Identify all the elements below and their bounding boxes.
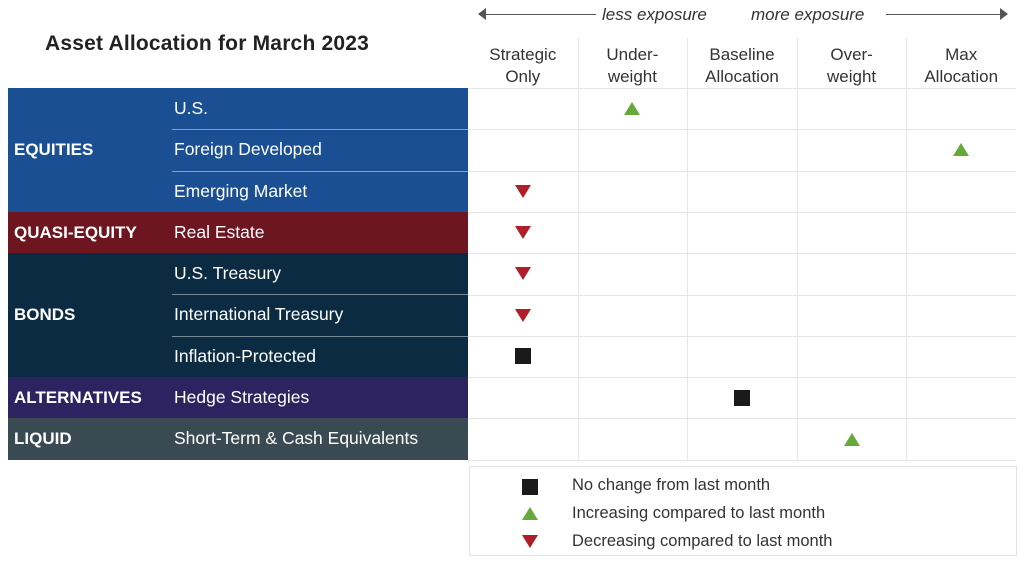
legend-label: Decreasing compared to last month [572, 532, 833, 550]
column-header: Over-weight [797, 44, 907, 88]
grid-vertical-line [796, 38, 798, 460]
asset-class-label: Emerging Market [174, 180, 308, 201]
asset-class-label: Inflation-Protected [174, 345, 317, 366]
legend-item: No change from last month [470, 473, 1016, 501]
legend-item: Decreasing compared to last month [470, 529, 1016, 557]
column-header-line: Max [945, 45, 978, 64]
asset-row-divider [172, 129, 468, 131]
asset-class-label: International Treasury [174, 304, 344, 325]
grid-horizontal-line [468, 129, 1016, 131]
grid-horizontal-line [468, 294, 1016, 296]
column-header: Baseline Allocation [687, 44, 797, 88]
asset-class-label: Hedge Strategies [174, 387, 310, 408]
grid-horizontal-line [468, 377, 1016, 379]
square-icon [514, 348, 531, 365]
asset-group-quasi-equity: QUASI-EQUITY Real Estate [8, 211, 468, 254]
asset-group-label: BONDS [14, 305, 76, 325]
column-header-line: weight [827, 67, 877, 86]
grid-vertical-line [687, 38, 689, 460]
column-header-line: Over- [830, 45, 873, 64]
asset-group-label: QUASI-EQUITY [14, 222, 137, 242]
column-header: Under-weight [577, 44, 687, 88]
triangle-down-icon [514, 267, 531, 281]
asset-group-liquid: LIQUID Short-Term & Cash Equivalents [8, 418, 468, 460]
triangle-down-icon [522, 535, 538, 548]
grid-horizontal-line [468, 170, 1016, 172]
more-exposure-label: more exposure [751, 5, 865, 24]
triangle-down-icon [514, 308, 531, 322]
triangle-up-icon [522, 507, 538, 520]
legend: No change from last month Increasing comp… [469, 466, 1017, 556]
column-header-line: Strategic [489, 45, 557, 64]
column-header-line: Allocation [705, 67, 779, 86]
triangle-up-icon [953, 143, 970, 157]
less-exposure-label: less exposure [602, 5, 707, 24]
column-header-line: Allocation [924, 67, 999, 86]
legend-label: Increasing compared to last month [572, 504, 826, 522]
asset-group-label: LIQUID [14, 429, 72, 449]
column-header: Max Allocation [906, 44, 1016, 88]
asset-group-bonds: BONDS U.S. Treasury International Treasury… [8, 253, 468, 378]
column-header-line: Only [505, 67, 541, 86]
asset-group-equities: EQUITIES U.S. Foreign Developed Emerging Ma… [8, 88, 468, 212]
asset-row-divider [172, 294, 468, 296]
grid-horizontal-line [468, 335, 1016, 337]
square-icon [522, 479, 538, 495]
triangle-down-icon [514, 226, 531, 240]
grid-vertical-line [577, 38, 579, 460]
arrow-right-line [886, 14, 1006, 15]
asset-class-label: Short-Term & Cash Equivalents [174, 428, 419, 449]
grid-horizontal-line [468, 211, 1016, 213]
column-header-line: Baseline [709, 45, 775, 64]
triangle-down-icon [514, 184, 531, 198]
arrow-right-icon [1000, 8, 1008, 20]
grid-vertical-line [906, 38, 908, 460]
triangle-up-icon [624, 102, 641, 116]
grid-horizontal-line [468, 253, 1016, 255]
asset-group-alternatives: ALTERNATIVES Hedge Strategies [8, 377, 468, 419]
asset-class-label: Foreign Developed [174, 139, 322, 160]
grid-horizontal-line [468, 88, 1016, 89]
asset-class-label: U.S. [174, 98, 209, 118]
column-header-line: Under- [606, 45, 659, 64]
chart-title: Asset Allocation for March 2023 [45, 32, 370, 55]
legend-item: Increasing compared to last month [470, 501, 1016, 529]
asset-row-divider [172, 170, 468, 172]
grid-horizontal-line [468, 459, 1016, 461]
arrow-left-line [482, 14, 596, 15]
column-header-line: weight [607, 67, 657, 86]
legend-label: No change from last month [572, 476, 771, 494]
exposure-scale: less exposure more exposure [478, 4, 1008, 26]
column-header: Strategic Only [468, 44, 578, 88]
asset-group-label: EQUITIES [14, 140, 94, 160]
square-icon [734, 389, 750, 406]
triangle-up-icon [843, 432, 860, 446]
asset-class-label: Real Estate [174, 221, 265, 242]
grid-horizontal-line [468, 418, 1016, 420]
asset-class-label: U.S. Treasury [174, 263, 281, 284]
asset-row-divider [172, 335, 468, 337]
asset-group-label: ALTERNATIVES [14, 388, 142, 408]
